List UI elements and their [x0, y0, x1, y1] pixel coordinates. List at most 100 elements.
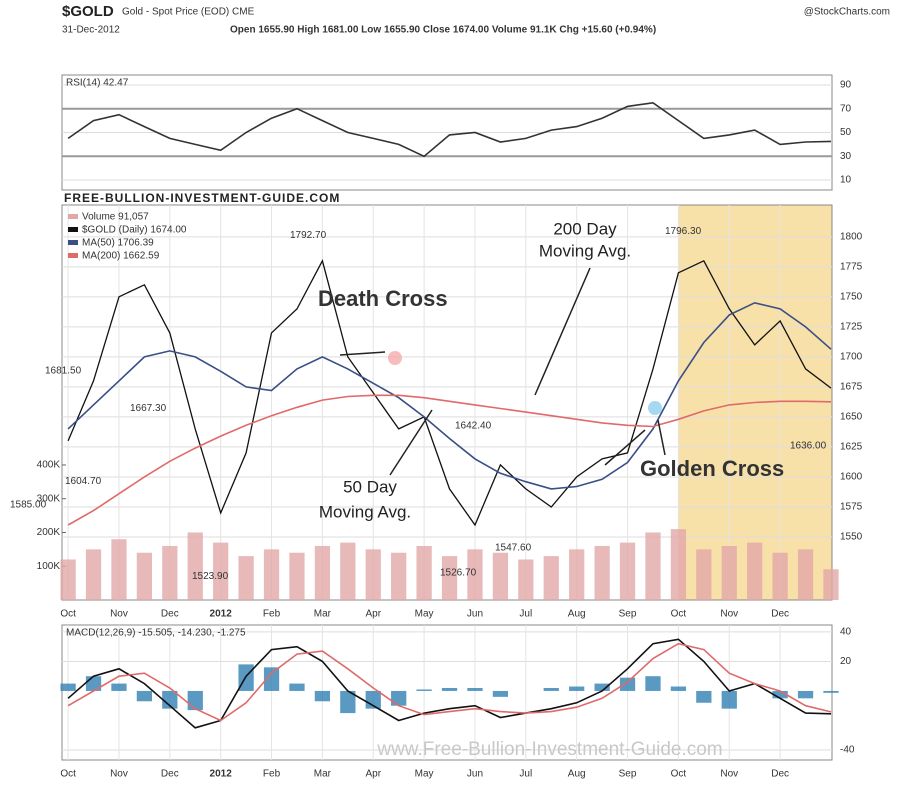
arrow	[339, 351, 386, 356]
bar	[340, 542, 356, 600]
bar	[289, 683, 305, 691]
bar	[594, 545, 610, 600]
x-tick-label: 2012	[210, 609, 233, 620]
bar	[569, 549, 585, 600]
y-tick-label: 40	[840, 627, 852, 638]
price-label: 1796.30	[665, 226, 702, 237]
y2-tick-label: 300K	[37, 493, 61, 504]
annotation: Moving Avg.	[319, 502, 411, 521]
bar	[543, 556, 559, 600]
bar	[543, 688, 559, 691]
bar	[721, 690, 737, 709]
y-tick-label: 10	[840, 175, 852, 186]
bar	[594, 683, 610, 691]
bar	[238, 556, 254, 600]
x-tick-label: Nov	[110, 769, 128, 780]
y-tick-label: 1550	[840, 532, 863, 543]
series-line	[67, 301, 832, 490]
bar	[670, 529, 687, 600]
x-tick-label: Mar	[314, 609, 332, 620]
bar	[391, 552, 407, 600]
y-tick-label: 1750	[840, 291, 863, 302]
bar	[645, 676, 661, 691]
y-tick-label: 1650	[840, 412, 863, 423]
series-line	[67, 259, 832, 527]
bar	[111, 539, 127, 600]
x-tick-label: Dec	[771, 769, 789, 780]
bar	[187, 532, 203, 600]
price-label: 1667.30	[130, 403, 167, 414]
y2-tick-label: 200K	[37, 527, 61, 538]
bar	[340, 690, 356, 714]
annotation: 50 Day	[343, 477, 397, 496]
x-tick-label: Nov	[720, 609, 738, 620]
y2-tick-label: 400K	[37, 460, 61, 471]
bar	[772, 690, 788, 699]
bar	[721, 545, 737, 600]
x-tick-label: Aug	[568, 609, 586, 620]
bar	[467, 688, 483, 691]
panel-label: MACD(12,26,9) -15.505, -14.230, -1.275	[66, 628, 246, 639]
bar	[696, 549, 712, 600]
bar	[416, 545, 432, 600]
x-tick-label: Jun	[467, 769, 483, 780]
bar	[467, 549, 483, 600]
x-tick-label: Dec	[161, 609, 179, 620]
bar	[391, 690, 407, 706]
price-label: 1604.70	[65, 476, 102, 487]
x-tick-label: Dec	[771, 609, 789, 620]
x-tick-label: Oct	[671, 769, 687, 780]
price-label: 1792.70	[290, 230, 327, 241]
bar	[518, 559, 534, 600]
legend-swatch	[68, 253, 78, 258]
bar	[136, 552, 153, 600]
arrow	[534, 267, 591, 396]
bar	[645, 532, 661, 600]
x-tick-label: 2012	[210, 769, 233, 780]
annotation: Death Cross	[318, 286, 448, 311]
series-line	[67, 638, 832, 729]
price-label: 1642.40	[455, 421, 492, 432]
date: 31-Dec-2012	[62, 25, 120, 36]
x-tick-label: Oct	[671, 609, 687, 620]
annotation: Golden Cross	[640, 456, 784, 481]
bar	[696, 690, 712, 703]
price-label: 1547.60	[495, 542, 532, 553]
arrow	[604, 429, 646, 466]
bar	[441, 556, 458, 600]
bar	[823, 690, 839, 693]
price-label: 1585.00	[10, 500, 47, 511]
annotation: 200 Day	[553, 219, 617, 238]
legend-entry: $GOLD (Daily) 1674.00	[82, 225, 187, 236]
legend-entry: MA(200) 1662.59	[82, 251, 160, 262]
y-tick-label: 1600	[840, 472, 863, 483]
y-tick-label: 30	[840, 151, 852, 162]
bar	[162, 545, 178, 600]
x-tick-label: Nov	[110, 609, 128, 620]
y-tick-label: 50	[840, 127, 852, 138]
x-tick-label: May	[415, 769, 434, 780]
watermark: www.Free-Bullion-Investment-Guide.com	[376, 739, 722, 760]
bar	[263, 667, 280, 691]
bar	[492, 552, 509, 600]
legend-entry: Volume 91,057	[82, 212, 149, 223]
y-tick-label: 1575	[840, 502, 863, 513]
bar	[314, 690, 331, 702]
bar	[60, 683, 76, 691]
quote: Open 1655.90 High 1681.00 Low 1655.90 Cl…	[230, 25, 656, 36]
bar	[823, 569, 839, 600]
bar	[569, 686, 585, 691]
annotation: Moving Avg.	[539, 241, 631, 260]
x-tick-label: Aug	[568, 769, 586, 780]
bar	[619, 542, 636, 600]
bar	[797, 549, 814, 600]
arrow	[389, 409, 433, 476]
series-line	[67, 394, 832, 526]
price-label: 1681.50	[45, 366, 82, 377]
x-tick-label: Jun	[467, 609, 483, 620]
bar	[747, 542, 763, 600]
legend-swatch	[68, 240, 78, 245]
bar	[136, 690, 153, 702]
bar	[797, 690, 814, 699]
